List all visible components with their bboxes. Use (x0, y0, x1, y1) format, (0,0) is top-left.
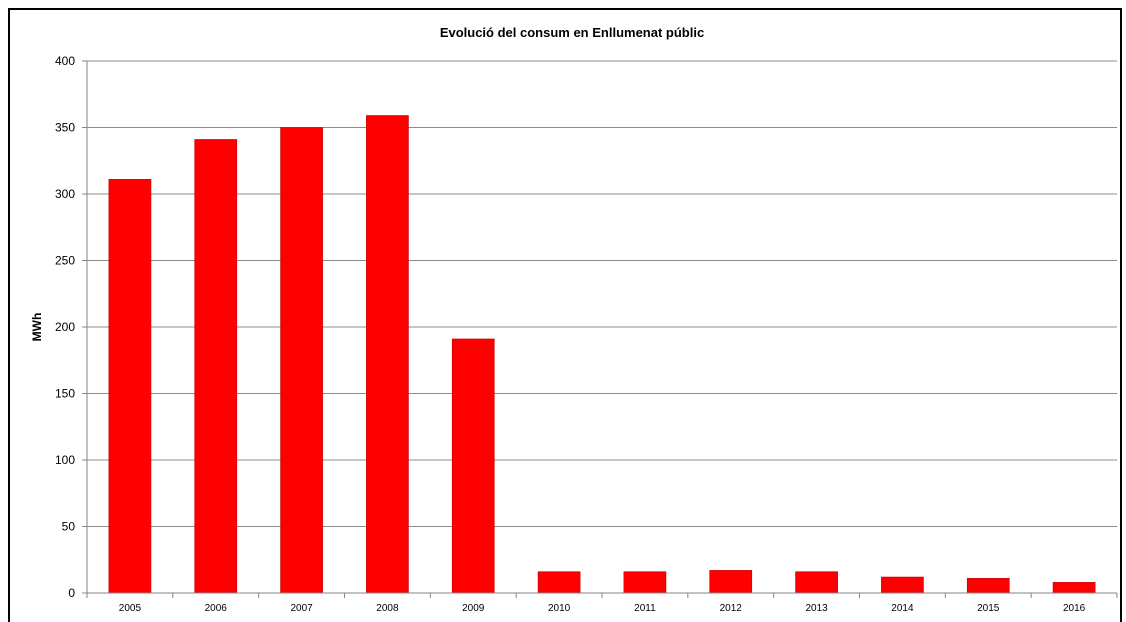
bar-2012 (709, 570, 753, 594)
bar-2009 (451, 338, 495, 594)
y-tick-label: 50 (62, 520, 76, 534)
x-tick-label: 2014 (891, 603, 914, 614)
x-tick-label: 2013 (805, 603, 828, 614)
bars (108, 115, 1096, 594)
x-tick-label: 2012 (720, 603, 743, 614)
x-tick-label: 2015 (977, 603, 1000, 614)
x-tick-label: 2009 (462, 603, 485, 614)
x-tick-label: 2016 (1063, 603, 1086, 614)
bar-2011 (623, 571, 667, 594)
bar-2016 (1052, 582, 1096, 594)
x-tick-label: 2007 (290, 603, 313, 614)
axes (86, 61, 1118, 598)
x-tick-label: 2010 (548, 603, 571, 614)
x-tick-label: 2005 (119, 603, 142, 614)
y-tick-label: 250 (55, 254, 75, 268)
y-tick-label: 300 (55, 187, 75, 201)
y-tick-label: 150 (55, 387, 75, 401)
bar-2015 (966, 578, 1010, 594)
bar-2005 (108, 179, 152, 594)
bar-2008 (366, 115, 409, 594)
bar-2010 (537, 571, 581, 594)
y-tick-labels: 0 50 100 150 200 250 300 350 400 (55, 54, 75, 600)
y-axis-label: MWh (30, 313, 44, 342)
x-tick-label: 2006 (205, 603, 228, 614)
bar-2014 (881, 576, 924, 594)
chart-frame (8, 8, 1122, 622)
gridlines (82, 60, 1117, 594)
y-tick-label: 400 (55, 54, 75, 68)
y-tick-label: 100 (55, 453, 75, 467)
bar-2013 (795, 571, 838, 594)
x-tick-labels: 2005 2006 2007 2008 2009 2010 2011 2012 2013 2014… (119, 603, 1086, 614)
y-tick-label: 0 (68, 586, 75, 600)
y-tick-label: 200 (55, 320, 75, 334)
x-tick-label: 2011 (634, 603, 656, 614)
y-tick-label: 350 (55, 121, 75, 135)
bar-2006 (194, 139, 238, 594)
x-tick-label: 2008 (376, 603, 399, 614)
chart-title: Evolució del consum en Enllumenat públic (440, 25, 704, 40)
bar-2007 (280, 127, 323, 594)
